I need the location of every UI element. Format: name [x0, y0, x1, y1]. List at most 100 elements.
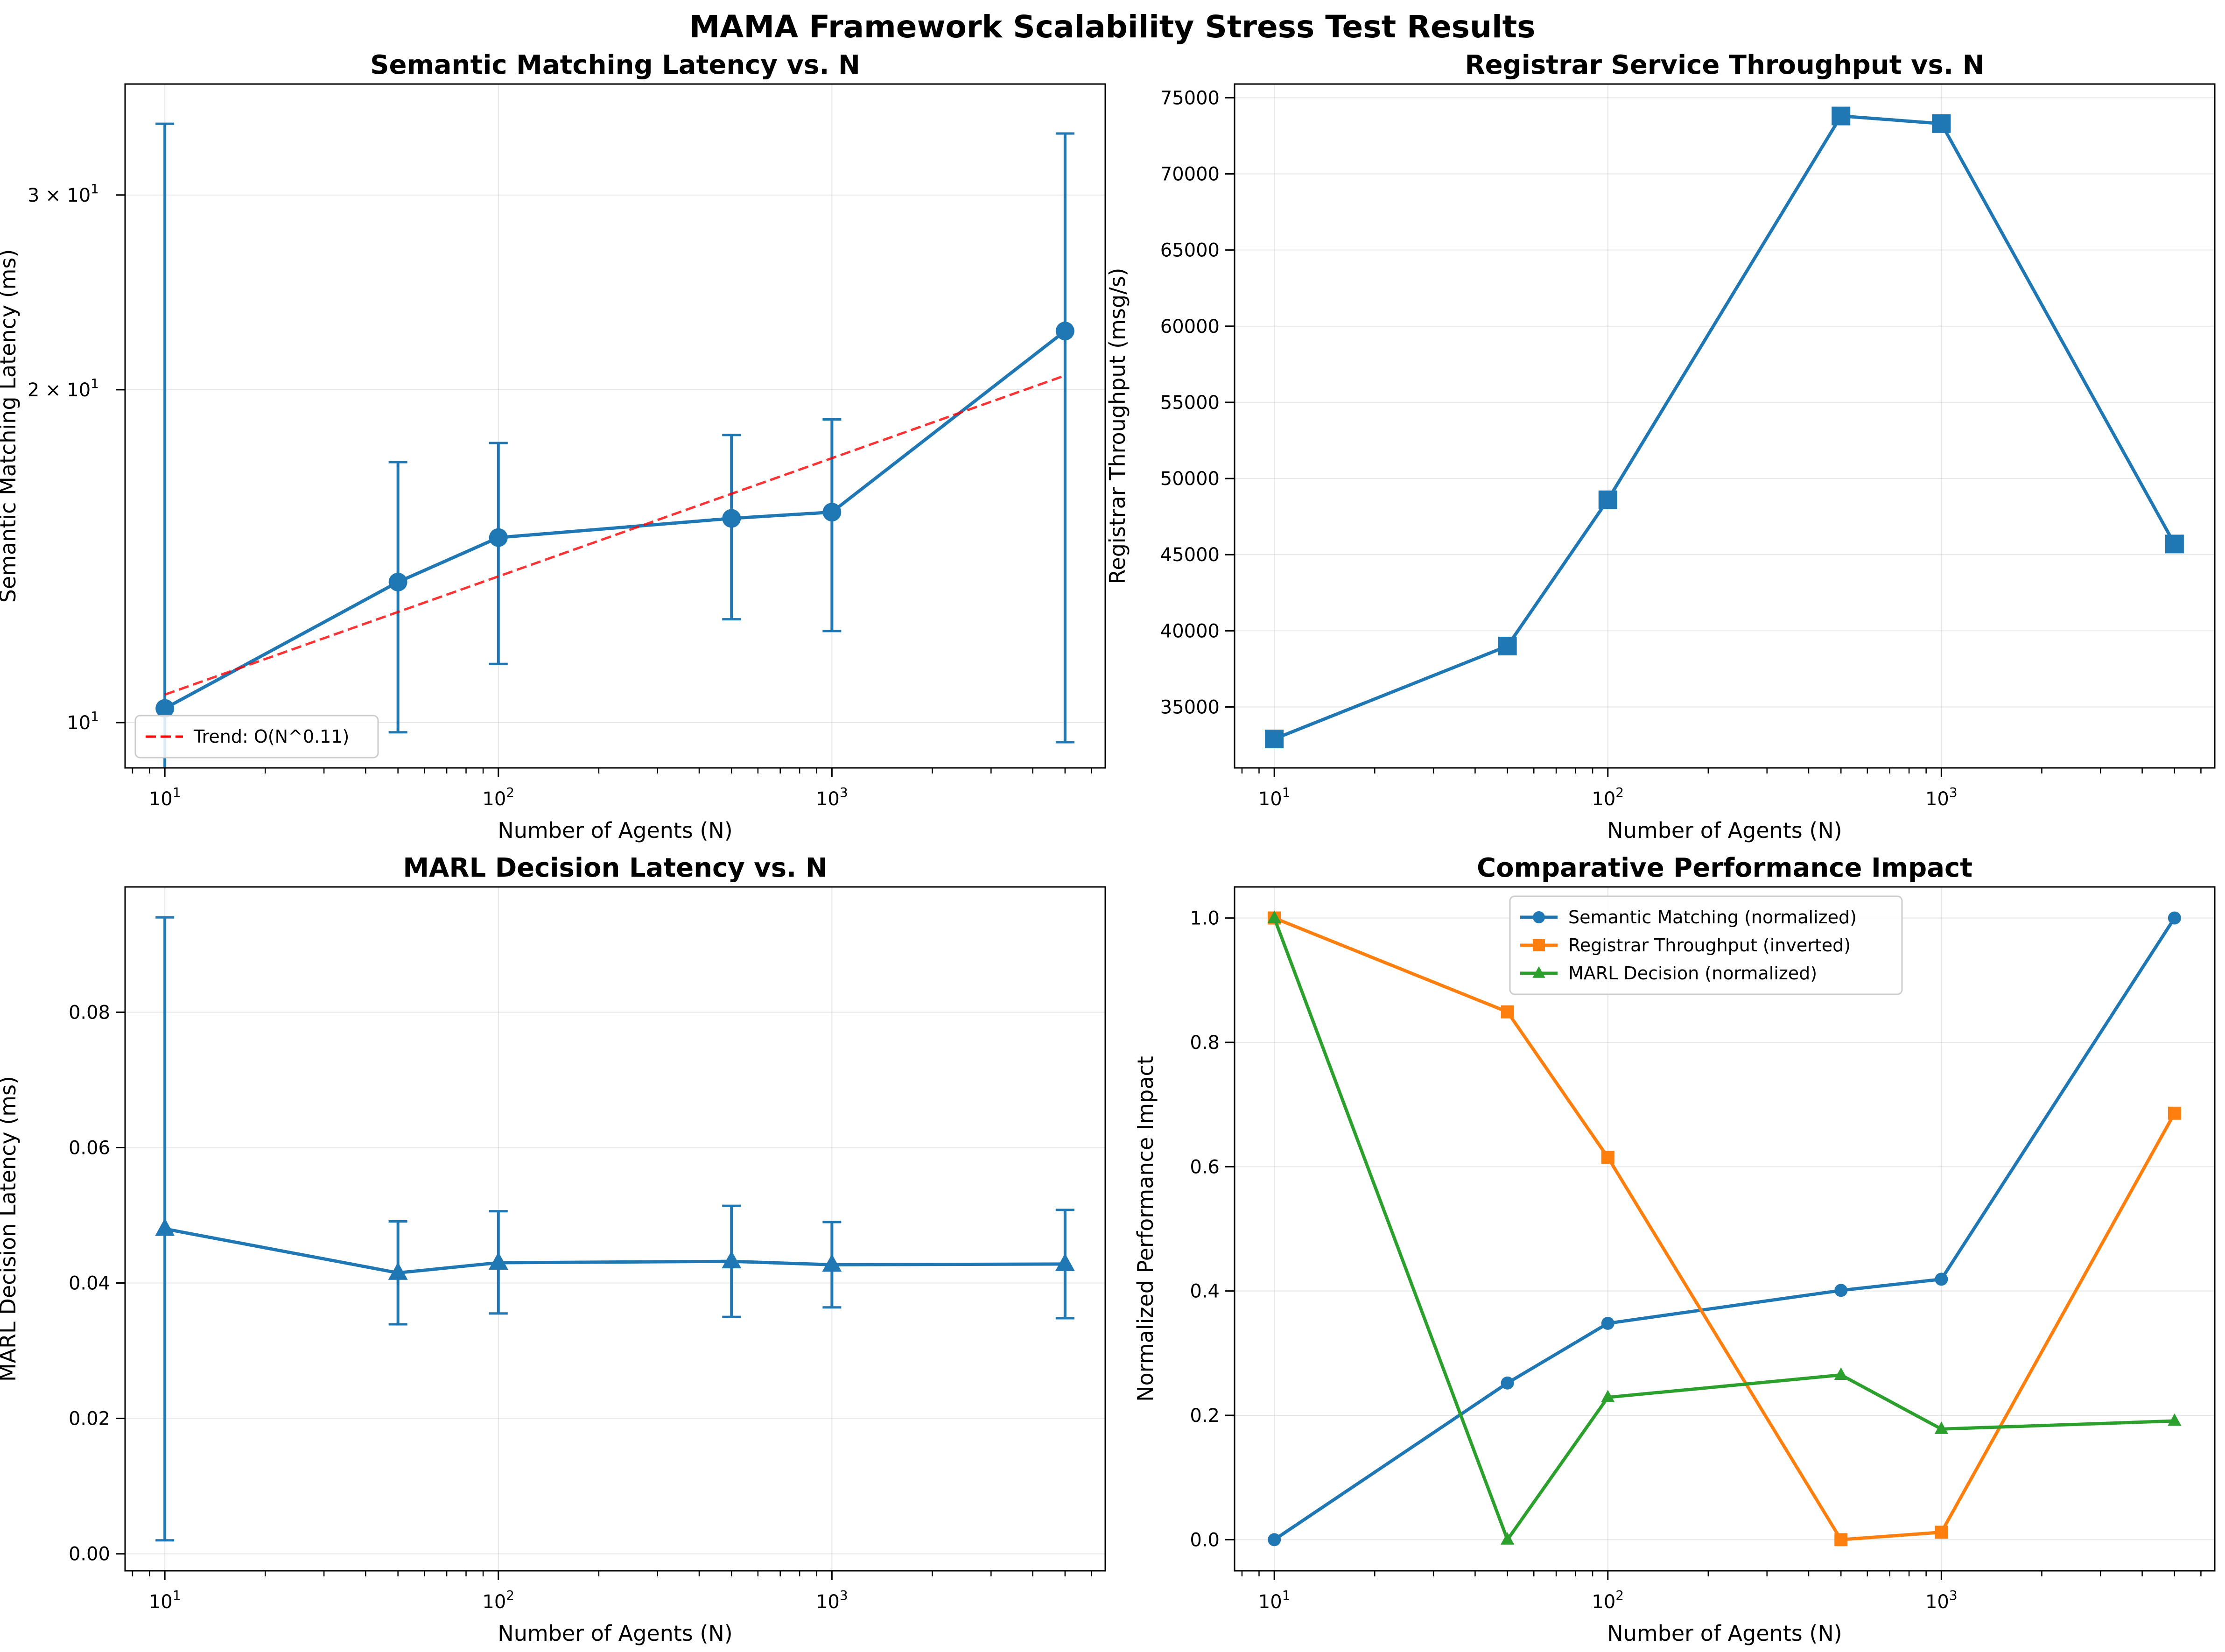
legend-box [1509, 895, 1903, 995]
data-point [1267, 910, 1281, 923]
x-tick-base: 10 [1925, 788, 1949, 810]
y-tick-label: 45000 [1160, 544, 1220, 566]
y-axis-label: Normalized Performance Impact [1133, 1056, 1158, 1402]
y-tick-label: 0.8 [1190, 1032, 1220, 1054]
data-point [1832, 106, 1851, 126]
x-tick-label: 102 [482, 785, 514, 810]
x-minor-ticks [132, 1571, 1092, 1576]
x-tick-exponent: 3 [1949, 1588, 1958, 1603]
x-tick-exponent: 3 [840, 1588, 848, 1603]
x-tick-base: 10 [149, 788, 173, 810]
x-tick-exponent: 1 [1282, 1588, 1291, 1603]
data-point [2168, 1413, 2182, 1426]
y-tick-exponent: 1 [91, 181, 99, 197]
data-point [1500, 1532, 1515, 1545]
y-tick-label: 0.00 [69, 1544, 110, 1565]
x-tick-label: 102 [482, 1588, 514, 1613]
data-point [822, 503, 842, 522]
y-tick-base: 0.00 [69, 1544, 110, 1565]
series-0 [1268, 911, 2181, 1547]
x-tick-base: 10 [482, 788, 506, 810]
y-tick-base: 50000 [1160, 468, 1220, 490]
data-point [1268, 1533, 1281, 1547]
y-tick-base: 0.04 [69, 1273, 110, 1294]
plot-area [1265, 106, 2184, 749]
x-axis-label: Number of Agents (N) [1607, 1621, 1842, 1646]
y-tick-base: 0.2 [1190, 1405, 1220, 1427]
data-point [722, 1251, 742, 1269]
series-line [1273, 916, 2176, 1541]
x-tick-exponent: 2 [1615, 785, 1624, 800]
legend-swatch-marker [1532, 966, 1545, 978]
y-tick-label: 0.2 [1190, 1405, 1220, 1427]
x-tick-label: 101 [149, 1588, 181, 1613]
y-tick-base: 1.0 [1190, 908, 1220, 929]
data-point [155, 699, 175, 718]
x-tick-exponent: 1 [173, 1588, 181, 1603]
panel-registrar-throughput: 101 102 1033500040000450005000055000600006… [1105, 50, 2216, 843]
data-point [1501, 1005, 1514, 1019]
plot-area [155, 916, 1075, 1542]
data-point [1834, 1367, 1848, 1380]
y-tick-label: 50000 [1160, 468, 1220, 490]
y-tick-base: 0.0 [1190, 1529, 1220, 1551]
y-tick-label: 55000 [1160, 392, 1220, 414]
plot-area [155, 122, 1074, 768]
data-point [1055, 1253, 1075, 1271]
x-tick-exponent: 2 [1615, 1588, 1624, 1603]
trend-line [164, 374, 1066, 696]
y-tick-label: 101 [67, 709, 99, 734]
data-point [2165, 534, 2184, 554]
data-point [822, 1254, 842, 1272]
series-1 [164, 374, 1066, 696]
x-tick-label: 103 [816, 1588, 848, 1613]
panel-title: Comparative Performance Impact [1477, 853, 1972, 883]
series-line [1272, 917, 2175, 1541]
data-point [722, 509, 741, 528]
y-tick-label: 75000 [1160, 87, 1220, 109]
data-point [388, 572, 407, 591]
legend-swatch-marker [1533, 911, 1545, 923]
y-tick-base: 0.4 [1190, 1281, 1220, 1302]
axes-frame [1234, 886, 2216, 1572]
data-point [489, 528, 508, 547]
x-axis-label: Number of Agents (N) [498, 818, 732, 843]
data-point [1601, 1390, 1615, 1402]
data-point [1501, 1376, 1514, 1390]
y-tick-base: 0.6 [1190, 1156, 1220, 1178]
series-line [164, 330, 1066, 710]
y-tick-base: 75000 [1160, 87, 1220, 109]
legend-entry: Trend: O(N^0.11) [193, 726, 349, 747]
data-point [388, 1262, 408, 1280]
panel-title: Semantic Matching Latency vs. N [370, 50, 860, 80]
data-point [155, 1218, 175, 1236]
plot-area [1267, 910, 2182, 1547]
data-point [1935, 1525, 1948, 1539]
y-tick-label: 65000 [1160, 240, 1220, 261]
y-tick-base: 45000 [1160, 544, 1220, 566]
x-tick-exponent: 3 [840, 785, 848, 800]
y-tick-label: 70000 [1160, 164, 1220, 185]
data-point [1055, 322, 1074, 341]
legend-box [134, 715, 379, 759]
y-tick-base: 10 [67, 712, 91, 734]
data-point [1601, 1151, 1614, 1164]
grid [1235, 887, 2215, 1571]
x-tick-label: 102 [1592, 1588, 1624, 1613]
x-tick-label: 101 [1258, 785, 1291, 810]
x-tick-label: 101 [149, 785, 181, 810]
y-tick-label: 0.6 [1190, 1156, 1220, 1178]
figure-title: MAMA Framework Scalability Stress Test R… [689, 9, 1536, 45]
series-1 [1268, 911, 2181, 1547]
y-tick-base: 0.8 [1190, 1032, 1220, 1054]
x-minor-ticks [1241, 1571, 2202, 1576]
legend-swatch-marker [1533, 939, 1545, 951]
axes-frame [124, 886, 1106, 1572]
y-tick-label: 0.02 [69, 1408, 110, 1430]
y-tick-label: 2 × 101 [28, 376, 99, 401]
